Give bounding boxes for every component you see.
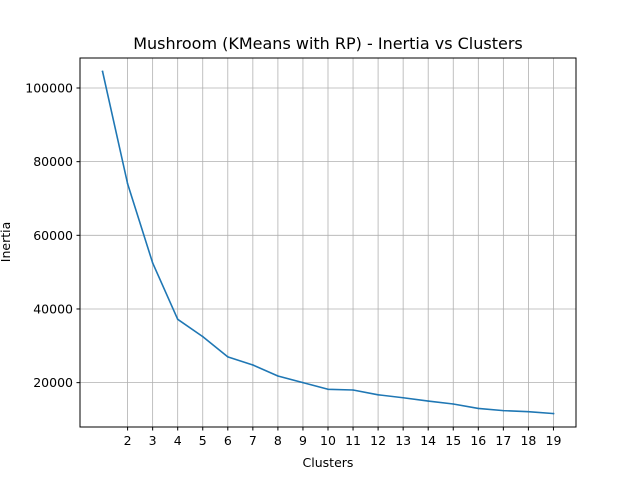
y-tick-label: 100000 [25, 80, 73, 95]
x-tick-label: 12 [370, 433, 386, 448]
ticks-layer: 2 3 4 5 6 7 8 9 10 11 12 13 14 15 16 17 18 19 20000 40000 60… [25, 80, 561, 448]
inertia-data-point [502, 409, 505, 412]
x-tick-label: 7 [249, 433, 257, 448]
plot-frame [79, 57, 577, 428]
inertia-data-point [352, 389, 354, 391]
x-tick-label: 15 [445, 433, 461, 448]
x-tick-label: 18 [520, 433, 536, 448]
x-tick-label: 19 [546, 433, 562, 448]
y-axis-label: Inertia [0, 222, 13, 262]
x-tick-label: 5 [199, 433, 207, 448]
inertia-data-point [527, 410, 530, 413]
x-tick-label: 11 [345, 433, 361, 448]
y-tick-label: 80000 [33, 154, 73, 169]
inertia-data-point [452, 403, 455, 405]
inertia-data-point [477, 407, 480, 410]
inertia-data-point [176, 318, 179, 321]
x-tick-label: 9 [299, 433, 307, 448]
inertia-data-point [552, 412, 555, 415]
inertia-data-point [277, 375, 279, 377]
grid-layer [80, 58, 576, 427]
inertia-data-point [151, 262, 154, 264]
y-tick-label: 20000 [33, 375, 73, 390]
x-tick-label: 17 [495, 433, 511, 448]
inertia-data-point [402, 396, 404, 399]
inertia-data-point [252, 364, 254, 366]
x-tick-label: 16 [470, 433, 486, 448]
series-layer [101, 70, 555, 415]
inertia-data-point [302, 381, 304, 384]
y-tick-label: 40000 [33, 301, 73, 316]
x-tick-label: 6 [224, 433, 232, 448]
inertia-data-point [427, 400, 430, 402]
y-tick-label: 60000 [33, 228, 73, 243]
chart-title: Mushroom (KMeans with RP) - Inertia vs C… [133, 34, 523, 53]
x-tick-label: 14 [420, 433, 436, 448]
inertia-data-point [327, 388, 329, 391]
x-tick-label: 4 [174, 433, 182, 448]
inertia-data-point [201, 335, 204, 338]
x-tick-label: 13 [395, 433, 411, 448]
x-axis-label: Clusters [303, 455, 354, 470]
x-tick-label: 8 [274, 433, 282, 448]
inertia-data-point [101, 70, 104, 73]
inertia-data-point [227, 356, 229, 358]
x-tick-label: 10 [320, 433, 336, 448]
inertia-data-point [377, 393, 379, 396]
x-tick-label: 2 [124, 433, 132, 448]
inertia-data-point [126, 182, 129, 185]
x-tick-label: 3 [149, 433, 157, 448]
